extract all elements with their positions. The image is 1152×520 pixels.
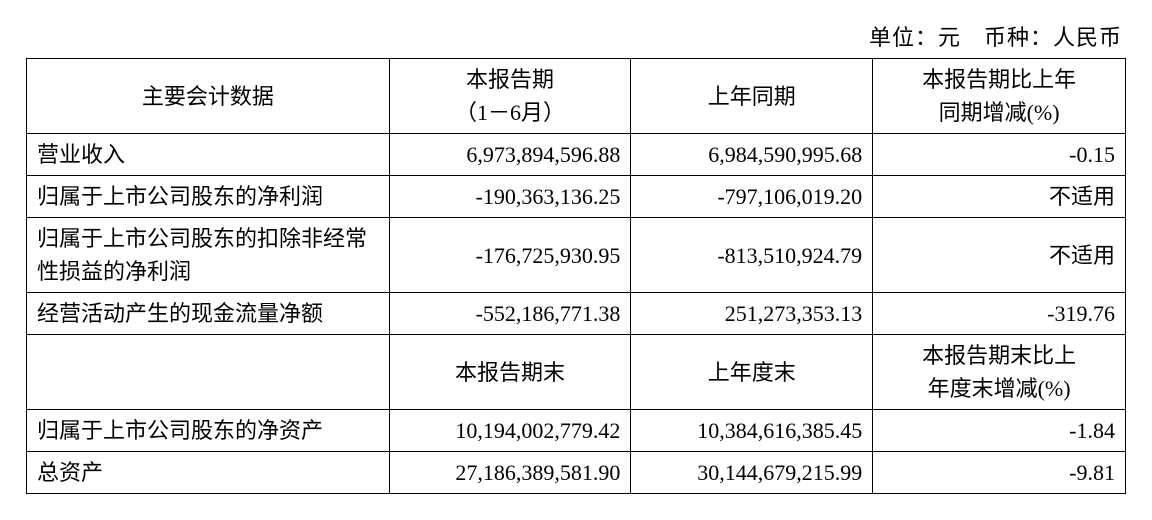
row-label: 营业收入 bbox=[27, 134, 390, 176]
currency-label: 币种：人民币 bbox=[984, 25, 1122, 50]
cell-value: -319.76 bbox=[873, 293, 1126, 335]
row-label: 总资产 bbox=[27, 452, 390, 494]
header-current-period: 本报告期 （1－6月） bbox=[389, 59, 631, 134]
cell-value: -0.15 bbox=[873, 134, 1126, 176]
table-row: 归属于上市公司股东的净利润 -190,363,136.25 -797,106,0… bbox=[27, 176, 1126, 218]
header-row-1: 主要会计数据 本报告期 （1－6月） 上年同期 本报告期比上年 同期增减(%) bbox=[27, 59, 1126, 134]
header-prior-period: 上年同期 bbox=[631, 59, 873, 134]
table-row: 归属于上市公司股东的扣除非经常性损益的净利润 -176,725,930.95 -… bbox=[27, 218, 1126, 293]
cell-value: -813,510,924.79 bbox=[631, 218, 873, 293]
header-blank bbox=[27, 335, 390, 410]
cell-na: 不适用 bbox=[873, 218, 1126, 293]
cell-value: 6,984,590,995.68 bbox=[631, 134, 873, 176]
table-row: 经营活动产生的现金流量净额 -552,186,771.38 251,273,35… bbox=[27, 293, 1126, 335]
header-end-change-pct: 本报告期末比上 年度末增减(%) bbox=[873, 335, 1126, 410]
unit-label: 单位：元 bbox=[869, 25, 961, 50]
cell-value: -176,725,930.95 bbox=[389, 218, 631, 293]
table-row: 营业收入 6,973,894,596.88 6,984,590,995.68 -… bbox=[27, 134, 1126, 176]
unit-currency-line: 单位：元 币种：人民币 bbox=[26, 20, 1126, 52]
cell-value: 6,973,894,596.88 bbox=[389, 134, 631, 176]
financial-table: 主要会计数据 本报告期 （1－6月） 上年同期 本报告期比上年 同期增减(%) … bbox=[26, 58, 1126, 494]
row-label: 归属于上市公司股东的扣除非经常性损益的净利润 bbox=[27, 218, 390, 293]
cell-value: 251,273,353.13 bbox=[631, 293, 873, 335]
cell-value: -552,186,771.38 bbox=[389, 293, 631, 335]
cell-na: 不适用 bbox=[873, 176, 1126, 218]
table-row: 归属于上市公司股东的净资产 10,194,002,779.42 10,384,6… bbox=[27, 410, 1126, 452]
cell-value: 10,384,616,385.45 bbox=[631, 410, 873, 452]
header-period-end: 本报告期末 bbox=[389, 335, 631, 410]
cell-value: 27,186,389,581.90 bbox=[389, 452, 631, 494]
cell-value: -797,106,019.20 bbox=[631, 176, 873, 218]
table-row: 总资产 27,186,389,581.90 30,144,679,215.99 … bbox=[27, 452, 1126, 494]
header-change-pct: 本报告期比上年 同期增减(%) bbox=[873, 59, 1126, 134]
cell-value: -190,363,136.25 bbox=[389, 176, 631, 218]
row-label: 归属于上市公司股东的净资产 bbox=[27, 410, 390, 452]
cell-value: 30,144,679,215.99 bbox=[631, 452, 873, 494]
header-main-data: 主要会计数据 bbox=[27, 59, 390, 134]
row-label: 经营活动产生的现金流量净额 bbox=[27, 293, 390, 335]
spacer bbox=[961, 25, 984, 50]
cell-value: 10,194,002,779.42 bbox=[389, 410, 631, 452]
header-row-2: 本报告期末 上年度末 本报告期末比上 年度末增减(%) bbox=[27, 335, 1126, 410]
cell-value: -1.84 bbox=[873, 410, 1126, 452]
cell-value: -9.81 bbox=[873, 452, 1126, 494]
row-label: 归属于上市公司股东的净利润 bbox=[27, 176, 390, 218]
header-prior-year-end: 上年度末 bbox=[631, 335, 873, 410]
